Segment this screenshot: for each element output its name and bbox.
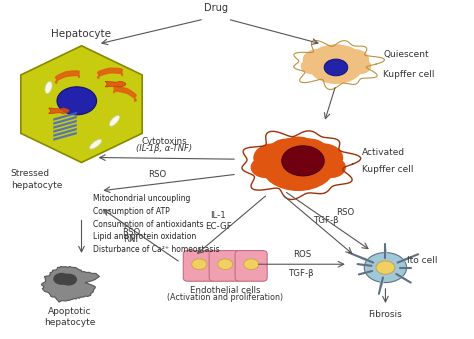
Circle shape (324, 59, 348, 76)
Polygon shape (394, 273, 410, 283)
Circle shape (218, 259, 233, 270)
Polygon shape (45, 82, 52, 93)
Text: Hepatocyte: Hepatocyte (52, 29, 111, 39)
Text: Consumption of ATP: Consumption of ATP (93, 207, 170, 216)
Circle shape (260, 137, 336, 191)
Text: (Activation and proliferation): (Activation and proliferation) (167, 293, 283, 302)
Text: ROS: ROS (293, 250, 311, 259)
Text: RSO: RSO (148, 170, 166, 179)
Text: Fibrosis: Fibrosis (369, 310, 402, 319)
Circle shape (303, 49, 333, 71)
Circle shape (301, 58, 323, 74)
Circle shape (376, 261, 395, 274)
Polygon shape (379, 277, 386, 294)
Polygon shape (105, 81, 126, 87)
Polygon shape (90, 139, 101, 149)
Polygon shape (53, 112, 77, 121)
Circle shape (279, 137, 317, 163)
Polygon shape (53, 120, 77, 129)
Text: IL-1
EC-GF: IL-1 EC-GF (205, 211, 231, 231)
Polygon shape (359, 269, 373, 274)
Text: Kupffer cell: Kupffer cell (383, 69, 435, 79)
Polygon shape (21, 46, 142, 162)
Text: RSO: RSO (122, 228, 140, 237)
Polygon shape (53, 116, 77, 125)
Text: Kupffer cell: Kupffer cell (362, 165, 413, 174)
Circle shape (192, 259, 207, 270)
Circle shape (349, 58, 371, 74)
Text: RNI: RNI (123, 235, 138, 244)
Polygon shape (53, 128, 77, 137)
Circle shape (320, 58, 352, 81)
Circle shape (302, 143, 343, 173)
Text: (IL-1β, α-TNF): (IL-1β, α-TNF) (136, 143, 192, 153)
Circle shape (53, 273, 70, 285)
Circle shape (282, 146, 324, 176)
Circle shape (251, 157, 281, 178)
Circle shape (269, 139, 304, 163)
Circle shape (332, 46, 357, 64)
Text: Cytotoxins: Cytotoxins (141, 137, 187, 146)
Circle shape (339, 49, 369, 71)
Circle shape (60, 274, 77, 285)
Circle shape (244, 259, 259, 270)
Circle shape (322, 44, 350, 64)
Text: Mitochondrial uncoupling: Mitochondrial uncoupling (93, 194, 191, 203)
Circle shape (364, 253, 407, 283)
Polygon shape (49, 108, 69, 114)
Circle shape (277, 157, 320, 187)
Circle shape (57, 87, 97, 115)
Polygon shape (53, 124, 77, 133)
Text: TGF-β: TGF-β (314, 216, 339, 225)
Polygon shape (349, 253, 374, 264)
Text: Apoptotic
hepatocyte: Apoptotic hepatocyte (44, 307, 95, 327)
Circle shape (293, 139, 328, 163)
FancyBboxPatch shape (209, 251, 241, 281)
Polygon shape (383, 244, 388, 258)
FancyBboxPatch shape (235, 251, 267, 281)
FancyBboxPatch shape (183, 251, 215, 281)
Text: TGF-β: TGF-β (289, 269, 315, 278)
Text: Lipid and protein oxidation: Lipid and protein oxidation (93, 232, 197, 241)
Circle shape (253, 143, 294, 173)
Text: Disturbance of Ca²⁺ homeostasis: Disturbance of Ca²⁺ homeostasis (93, 245, 220, 254)
Text: Activated: Activated (362, 148, 405, 157)
Text: Endothelial cells: Endothelial cells (190, 286, 261, 295)
Text: Stressed
hepatocyte: Stressed hepatocyte (11, 169, 62, 190)
Text: Quiescent: Quiescent (383, 49, 428, 59)
Text: Drug: Drug (204, 3, 228, 14)
Text: Ito cell: Ito cell (407, 256, 437, 265)
Text: Consumption of antioxidants: Consumption of antioxidants (93, 220, 204, 228)
Polygon shape (396, 254, 418, 264)
Circle shape (308, 44, 364, 84)
Polygon shape (41, 266, 100, 302)
Polygon shape (109, 116, 119, 126)
Circle shape (314, 46, 340, 64)
Text: RSO: RSO (336, 208, 355, 217)
Polygon shape (357, 264, 372, 268)
Polygon shape (400, 265, 411, 270)
Polygon shape (53, 132, 77, 141)
Circle shape (316, 157, 346, 178)
